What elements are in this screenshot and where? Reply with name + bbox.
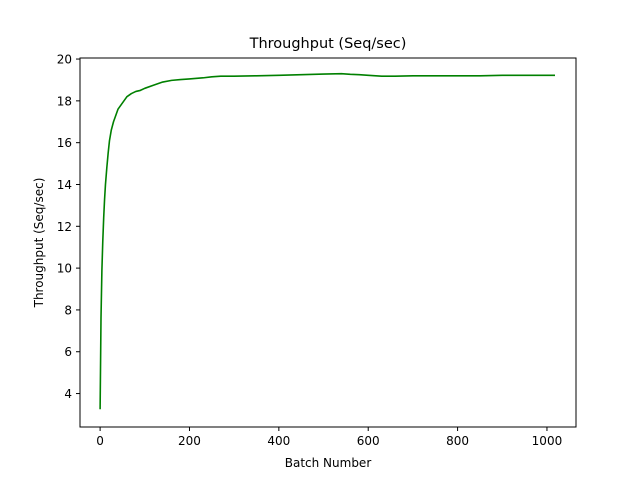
x-tick-label: 800 — [446, 434, 469, 448]
y-tick-label: 8 — [64, 303, 72, 317]
y-tick-label: 4 — [64, 387, 72, 401]
y-tick-label: 14 — [57, 178, 72, 192]
y-tick-label: 10 — [57, 262, 72, 276]
plot-frame — [79, 57, 577, 428]
y-axis-label: Throughput (Seq/sec) — [32, 178, 46, 309]
series-line-0 — [99, 72, 555, 410]
x-tick-label: 0 — [96, 434, 104, 448]
y-tick-label: 16 — [57, 136, 72, 150]
plot-area — [99, 72, 555, 410]
x-tick-label: 1000 — [532, 434, 563, 448]
x-tick-label: 200 — [178, 434, 201, 448]
y-tick-label: 6 — [64, 345, 72, 359]
y-tick-label: 18 — [57, 94, 72, 108]
chart-title: Throughput (Seq/sec) — [249, 36, 407, 52]
y-tick-label: 20 — [57, 53, 72, 67]
x-tick-label: 600 — [357, 434, 380, 448]
y-tick-label: 12 — [57, 220, 72, 234]
x-axis-label: Batch Number — [285, 456, 372, 470]
x-tick-label: 400 — [267, 434, 290, 448]
